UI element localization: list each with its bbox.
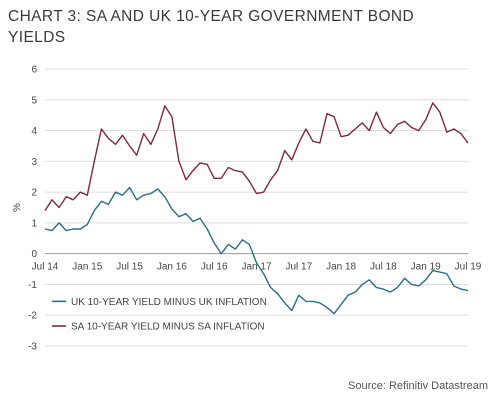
y-tick-label: -2	[28, 311, 37, 322]
x-tick-label: Jul 15	[116, 262, 143, 273]
y-tick-label: -1	[28, 280, 37, 291]
x-tick-label: Jul 14	[32, 262, 59, 273]
x-tick-label: Jul 17	[285, 262, 312, 273]
x-tick-label: Jul 18	[370, 262, 397, 273]
y-tick-label: 3	[31, 157, 37, 168]
series-lines	[44, 102, 469, 315]
x-tick-label: Jan 18	[326, 262, 356, 273]
y-tick-label: -3	[28, 342, 37, 353]
chart-title-line-1: CHART 3: SA AND UK 10-YEAR GOVERNMENT BO…	[8, 8, 415, 25]
chart-title: CHART 3: SA AND UK 10-YEAR GOVERNMENT BO…	[8, 6, 498, 48]
x-tick-labels: Jul 14 Jan 15 Jul 15 Jan 16 Jul 16 Jan 17 Jul …	[32, 262, 482, 273]
y-tick-labels: 6 5 4 3 2 1 0 -1 -2 -3	[28, 65, 37, 353]
legend: UK 10-YEAR YIELD MINUS UK INFLATION SA 1…	[52, 297, 267, 332]
y-tick-label: 5	[31, 95, 37, 106]
y-tick-label: 6	[31, 65, 37, 76]
legend-label-uk: UK 10-YEAR YIELD MINUS UK INFLATION	[71, 297, 267, 308]
x-tick-label: Jan 15	[72, 262, 102, 273]
y-tick-label: 0	[31, 249, 37, 260]
source-note: Source: Refinitiv Datastream	[348, 380, 488, 392]
y-tick-label: 2	[31, 188, 37, 199]
y-tick-label: 1	[31, 218, 37, 229]
series-line-uk	[44, 186, 469, 315]
legend-label-sa: SA 10-YEAR YIELD MINUS SA INFLATION	[71, 321, 265, 332]
series-line-sa	[44, 102, 469, 211]
x-tick-label: Jul 19	[455, 262, 482, 273]
x-tick-label: Jan 19	[411, 262, 441, 273]
gridlines	[45, 68, 468, 347]
x-tick-label: Jul 16	[201, 262, 228, 273]
x-tick-label: Jan 16	[157, 262, 187, 273]
y-tick-label: 4	[31, 126, 37, 137]
y-axis-label: %	[12, 203, 23, 212]
chart-title-line-2: YIELDS	[8, 29, 66, 46]
x-tick-label: Jan 17	[241, 262, 271, 273]
